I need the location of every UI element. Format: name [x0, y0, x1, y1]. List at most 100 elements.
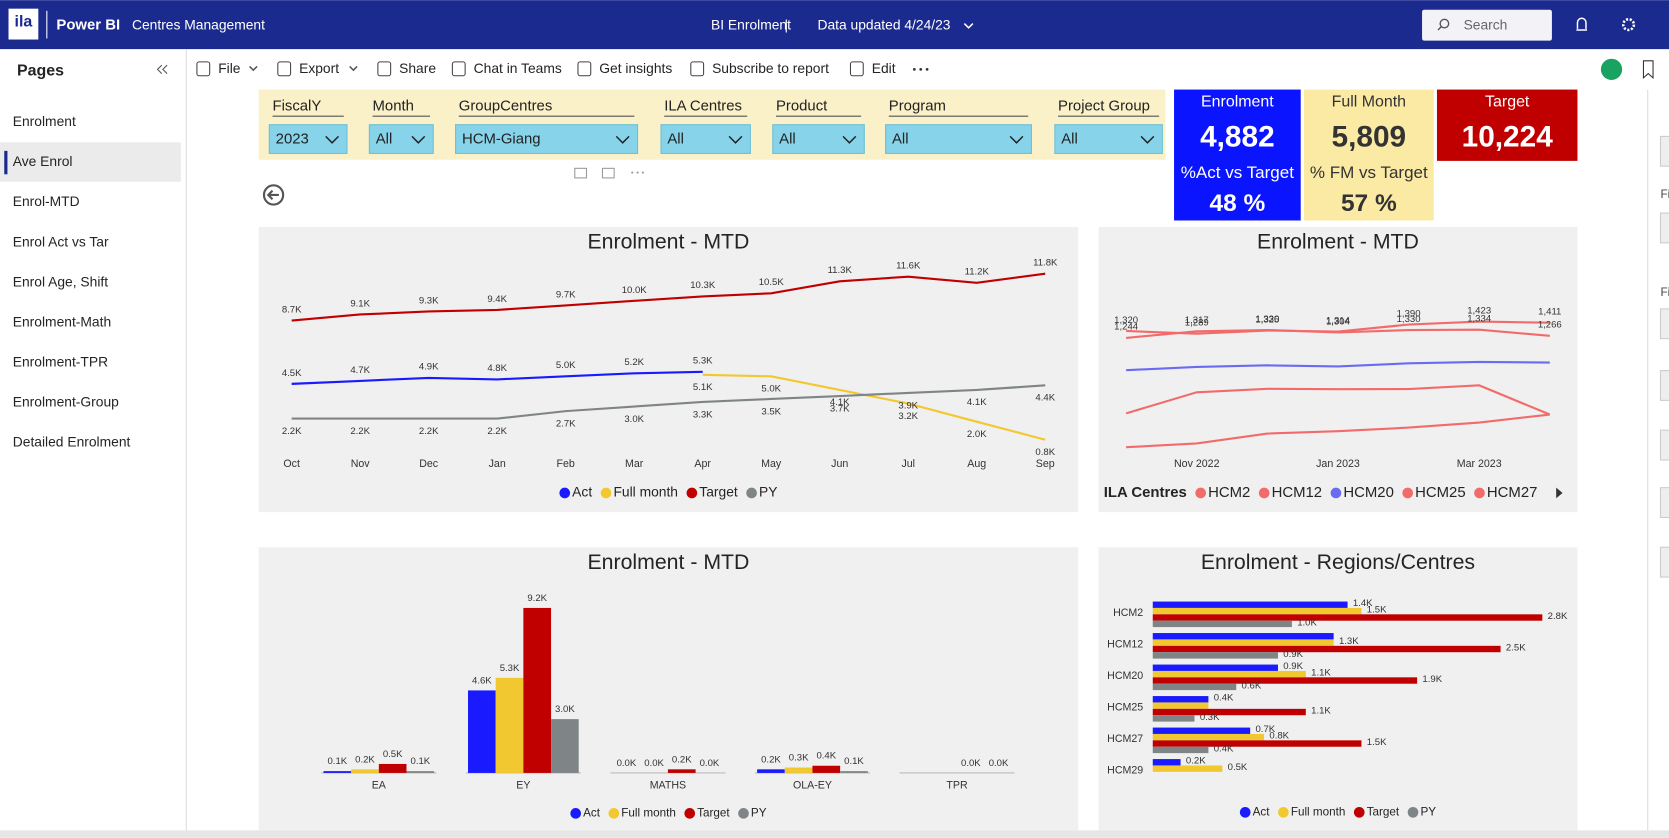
- legend-marker: [570, 808, 582, 819]
- x-tick-label: EA: [372, 780, 387, 792]
- chevron-icon: [1140, 135, 1155, 144]
- x-tick-label: Sep: [1036, 458, 1055, 470]
- back-button[interactable]: [262, 184, 285, 206]
- legend-label[interactable]: HCM25: [1415, 485, 1465, 501]
- filter-value[interactable]: All: [779, 132, 796, 148]
- toolbar-item[interactable]: Subscribe to report: [712, 60, 829, 76]
- legend-label[interactable]: PY: [759, 484, 777, 500]
- pane-box: [1659, 487, 1669, 518]
- legend-marker: [684, 808, 696, 819]
- data-label: 9.4K: [487, 294, 507, 305]
- legend-label[interactable]: Target: [697, 806, 730, 819]
- chart-panel: [1098, 226, 1578, 513]
- data-label: 11.8K: [1033, 258, 1058, 269]
- page-link[interactable]: Enrol Act vs Tar: [13, 233, 109, 249]
- toolbar-item[interactable]: Export: [299, 60, 339, 76]
- filter-value[interactable]: All: [376, 132, 393, 148]
- filter-value[interactable]: All: [1061, 132, 1078, 148]
- legend-next[interactable]: [1556, 487, 1563, 499]
- legend-label[interactable]: HCM12: [1272, 485, 1322, 501]
- legend-label[interactable]: Act: [572, 484, 592, 500]
- legend-label[interactable]: HCM20: [1343, 485, 1393, 501]
- filter-value[interactable]: All: [892, 132, 909, 148]
- bar: [1152, 670, 1306, 678]
- filter-dropdown[interactable]: [455, 124, 639, 154]
- chevron-icon: [1009, 135, 1024, 144]
- series-line: [1126, 413, 1550, 449]
- kpi-subtitle: %Act vs Target: [1181, 163, 1294, 182]
- legend-label[interactable]: HCM27: [1487, 485, 1537, 501]
- bottom-strip: [0, 830, 1669, 838]
- kpi-value: 10,224: [1462, 120, 1554, 153]
- data-label: 0.0K: [989, 758, 1009, 769]
- page-link[interactable]: Enrol Age, Shift: [13, 273, 108, 289]
- series-line: [1126, 328, 1550, 339]
- legend-label[interactable]: Act: [1253, 805, 1271, 818]
- bar: [1152, 614, 1543, 621]
- chart-title: Enrolment - Regions/Centres: [1201, 550, 1475, 574]
- bar: [812, 765, 841, 773]
- data-label: 1,304: [1326, 316, 1351, 327]
- data-label: 1.5K: [1367, 605, 1387, 616]
- data-label: 0.1K: [411, 756, 431, 767]
- filter-value[interactable]: HCM-Giang: [462, 132, 541, 148]
- data-label: 1,317: [1185, 315, 1209, 326]
- bar: [551, 719, 579, 773]
- legend-label[interactable]: Full month: [1291, 805, 1346, 818]
- filter-dropdown[interactable]: [268, 124, 348, 154]
- back-arrow: [266, 189, 279, 200]
- series-line: [1125, 384, 1551, 416]
- x-tick-label: Nov 2022: [1174, 458, 1220, 470]
- toolbar-item[interactable]: Get insights: [599, 60, 672, 76]
- legend-label[interactable]: Full month: [613, 484, 678, 500]
- legend-marker: [1195, 487, 1206, 499]
- toolbar-item[interactable]: Chat in Teams: [474, 60, 562, 76]
- page-link[interactable]: Enrolment: [13, 113, 76, 129]
- data-label: 11.6K: [896, 261, 921, 272]
- page-link[interactable]: Enrolment-Group: [13, 393, 119, 409]
- bar: [840, 771, 868, 773]
- data-label: 0.8K: [1035, 447, 1055, 458]
- page-link[interactable]: Ave Enrol: [13, 153, 73, 169]
- bar: [1152, 645, 1501, 653]
- page-link[interactable]: Enrolment-Math: [13, 313, 111, 329]
- legend: Act Full month Target PY: [1239, 805, 1436, 818]
- notification-icon[interactable]: [1576, 17, 1588, 31]
- data-label: 0.2K: [672, 754, 692, 765]
- toolbar-item[interactable]: Edit: [872, 60, 896, 76]
- toolbar-item[interactable]: Share: [399, 60, 436, 76]
- toolbar-icon: [377, 61, 392, 77]
- search-box[interactable]: [1422, 9, 1552, 41]
- legend-label[interactable]: PY: [1420, 805, 1436, 818]
- data-label: 1,330: [1397, 314, 1421, 325]
- filter-dropdown[interactable]: [660, 124, 751, 154]
- bar: [1152, 607, 1362, 615]
- filter-value[interactable]: All: [667, 132, 684, 148]
- page-link[interactable]: Detailed Enrolment: [13, 433, 131, 449]
- search-placeholder[interactable]: Search: [1464, 16, 1508, 32]
- page-link[interactable]: Enrol-MTD: [13, 193, 80, 209]
- kpi-value: 4,882: [1200, 120, 1275, 153]
- filter-dropdown[interactable]: [885, 124, 1032, 154]
- legend-label[interactable]: PY: [751, 806, 767, 819]
- legend-marker: [1353, 806, 1365, 818]
- collapse-icon[interactable]: [156, 64, 168, 74]
- filter-value[interactable]: 2023: [276, 132, 309, 148]
- legend-label[interactable]: Act: [583, 806, 601, 819]
- legend-label[interactable]: HCM2: [1208, 485, 1250, 501]
- page-link[interactable]: Enrolment-TPR: [13, 353, 108, 369]
- legend-marker: [738, 808, 749, 819]
- filter-dropdown[interactable]: [772, 124, 865, 154]
- settings-icon[interactable]: [1621, 18, 1636, 32]
- toolbar-item[interactable]: File: [218, 60, 241, 76]
- legend-label[interactable]: Target: [699, 484, 738, 500]
- filter-label: ILA Centres: [664, 99, 742, 115]
- data-label: 3.7K: [830, 403, 850, 414]
- x-tick-label: Feb: [557, 458, 575, 470]
- data-label: 0.5K: [1228, 762, 1248, 773]
- legend-label[interactable]: Full month: [621, 806, 676, 819]
- legend-marker: [600, 487, 612, 499]
- legend-title: ILA Centres: [1104, 485, 1187, 501]
- bar: [406, 771, 435, 773]
- legend-label[interactable]: Target: [1367, 805, 1400, 818]
